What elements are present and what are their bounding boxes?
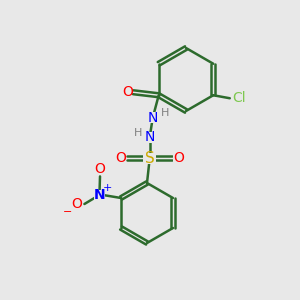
- Text: S: S: [145, 151, 154, 166]
- Text: O: O: [115, 151, 126, 165]
- FancyBboxPatch shape: [146, 112, 160, 124]
- FancyBboxPatch shape: [70, 199, 83, 209]
- Text: H: H: [134, 128, 142, 138]
- Text: Cl: Cl: [232, 91, 246, 105]
- FancyBboxPatch shape: [115, 153, 126, 164]
- Text: O: O: [173, 151, 184, 165]
- Text: N: N: [94, 188, 105, 202]
- FancyBboxPatch shape: [231, 93, 246, 104]
- FancyBboxPatch shape: [143, 132, 157, 143]
- FancyBboxPatch shape: [122, 87, 133, 98]
- Text: N: N: [145, 130, 155, 144]
- Text: O: O: [122, 85, 133, 99]
- FancyBboxPatch shape: [143, 153, 156, 164]
- FancyBboxPatch shape: [173, 153, 184, 164]
- Text: O: O: [71, 197, 82, 211]
- Text: +: +: [103, 183, 112, 194]
- Text: N: N: [148, 111, 158, 125]
- FancyBboxPatch shape: [94, 190, 105, 200]
- FancyBboxPatch shape: [94, 164, 106, 174]
- Text: −: −: [63, 207, 73, 218]
- Text: O: O: [94, 162, 106, 176]
- Text: H: H: [160, 108, 169, 118]
